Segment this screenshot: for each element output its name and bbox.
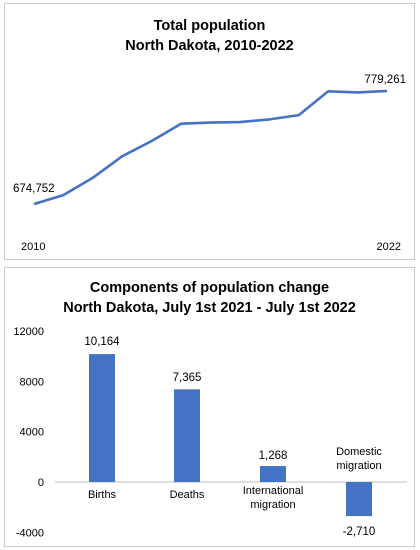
bar-deaths <box>174 389 200 482</box>
bar-chart-plot: 12000 8000 4000 0 -4000 10,164 7,365 1,268 -2,71… <box>13 326 407 539</box>
x-tick-label-end: 2022 <box>377 241 401 253</box>
y-tick-label-0: 0 <box>38 477 44 489</box>
bar-births <box>89 354 115 482</box>
population-series-line <box>33 89 388 206</box>
bar-chart-title: Components of population change <box>89 280 330 296</box>
population-line-chart-panel: Total population North Dakota, 2010-2022… <box>4 3 415 260</box>
population-change-bar-chart-panel: Components of population change North Da… <box>4 267 415 547</box>
value-label-domestic-migration: -2,710 <box>343 526 376 538</box>
y-tick-label-neg4000: -4000 <box>16 527 44 539</box>
value-label-births: 10,164 <box>84 336 120 348</box>
category-label-domestic-migration: Domestic migration <box>336 446 382 472</box>
value-label-deaths: 7,365 <box>173 372 202 384</box>
bar-international-migration <box>260 466 286 482</box>
last-value-label: 779,261 <box>364 74 406 86</box>
category-label-births: Births <box>88 489 117 501</box>
x-tick-label-start: 2010 <box>21 241 45 253</box>
line-chart-plot: 674,752 779,261 2010 2022 <box>13 74 406 253</box>
line-chart-subtitle: North Dakota, 2010-2022 <box>125 38 294 54</box>
category-label-deaths: Deaths <box>170 489 205 501</box>
bar-chart-subtitle: North Dakota, July 1st 2021 - July 1st 2… <box>63 300 356 316</box>
first-value-label: 674,752 <box>13 183 55 195</box>
category-label-international-migration: International migration <box>243 485 304 511</box>
value-label-international-migration: 1,268 <box>259 450 288 462</box>
line-chart-title: Total population <box>153 18 266 34</box>
y-tick-label-12000: 12000 <box>13 326 44 338</box>
bar-domestic-migration <box>346 482 372 517</box>
y-tick-label-8000: 8000 <box>20 376 44 388</box>
y-tick-label-4000: 4000 <box>20 427 44 439</box>
